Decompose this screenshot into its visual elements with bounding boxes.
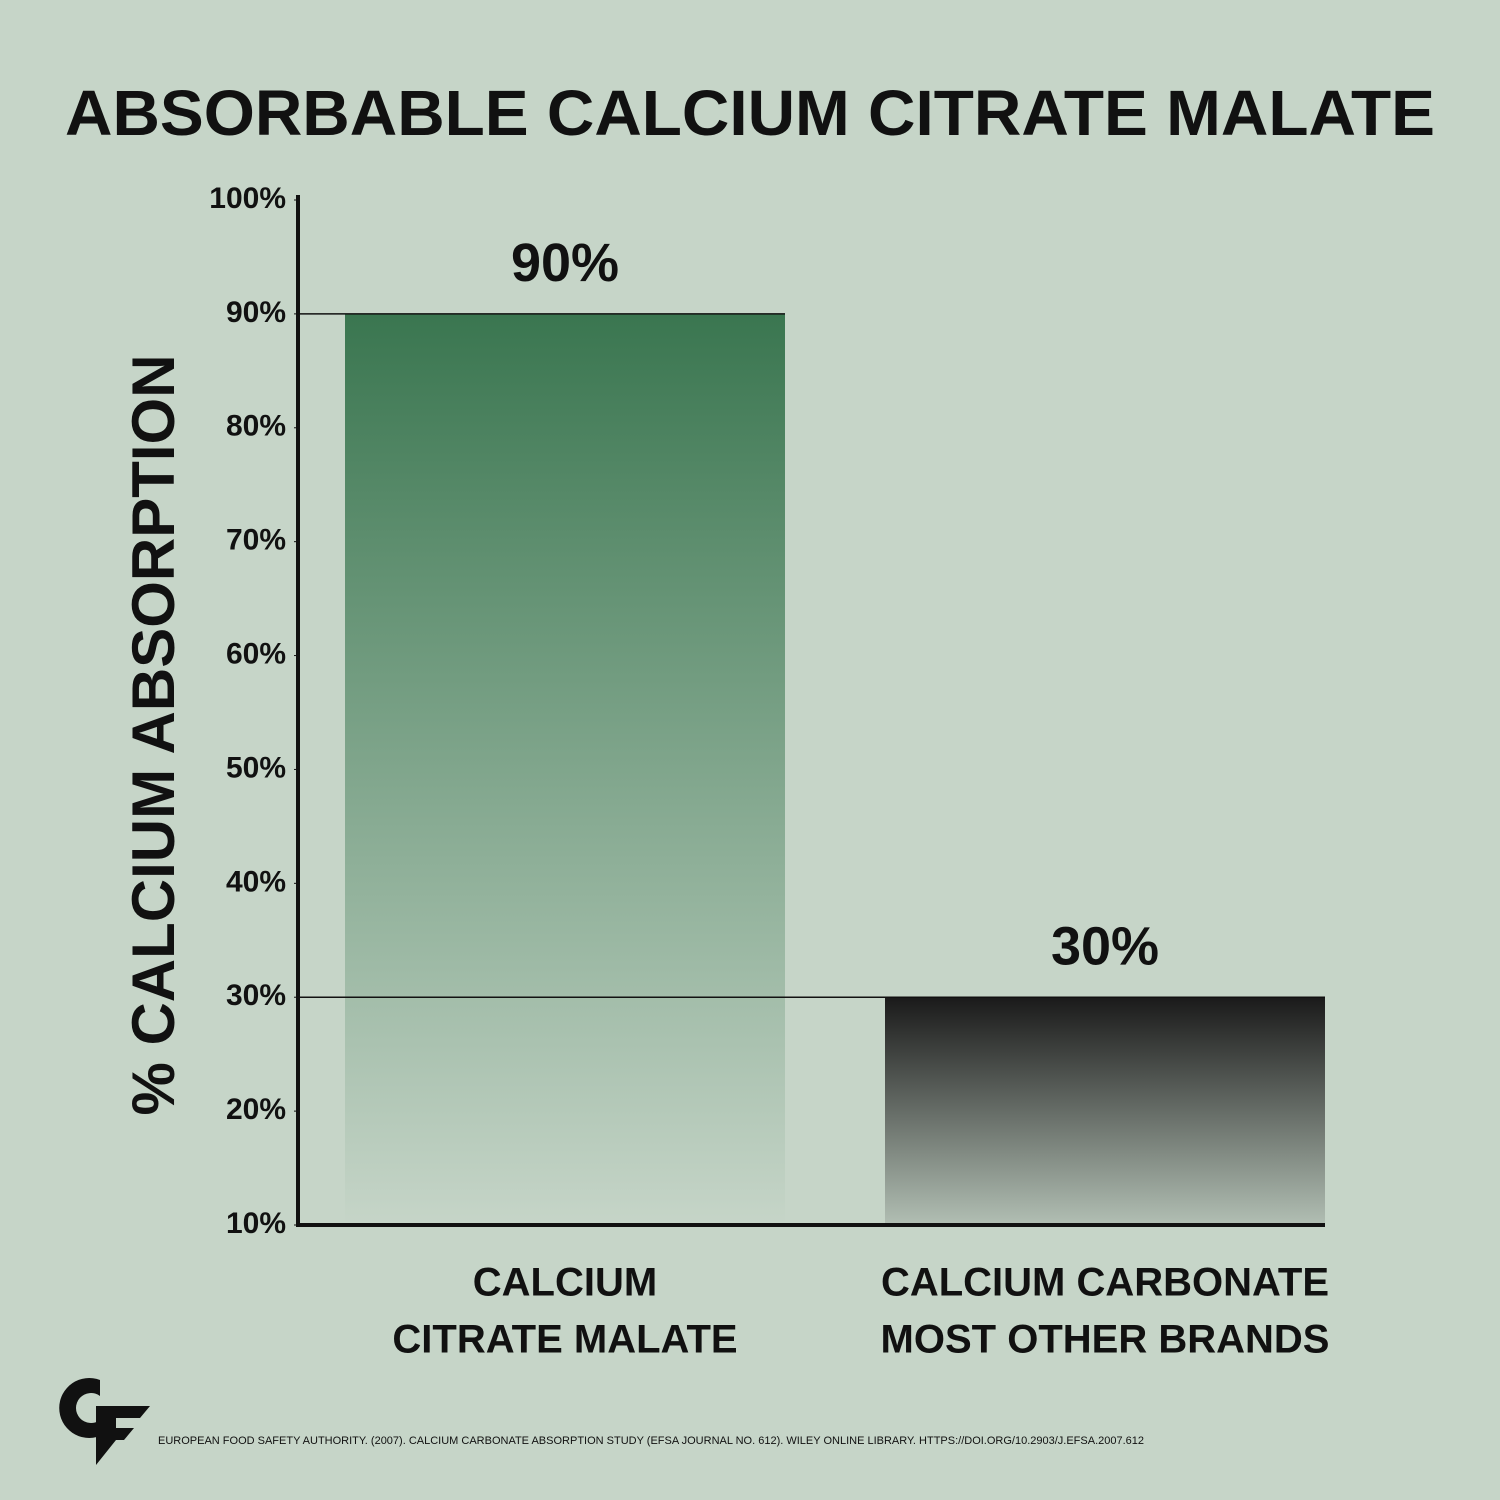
y-tick-label: 50% xyxy=(226,751,286,784)
value-label: 90% xyxy=(511,233,619,293)
y-tick-label: 80% xyxy=(226,410,286,443)
bar xyxy=(885,997,1325,1225)
logo xyxy=(59,1378,150,1465)
y-tick-label: 10% xyxy=(226,1207,286,1240)
value-label: 30% xyxy=(1051,916,1159,976)
bar xyxy=(345,313,785,1225)
y-tick-label: 90% xyxy=(226,296,286,329)
chart-title: ABSORBABLE CALCIUM CITRATE MALATE xyxy=(65,77,1435,149)
x-tick-label: CALCIUM xyxy=(473,1261,657,1305)
x-tick-label: CITRATE MALATE xyxy=(392,1318,737,1362)
x-tick-label: CALCIUM CARBONATE xyxy=(881,1261,1329,1305)
x-tick-label: MOST OTHER BRANDS xyxy=(881,1318,1330,1362)
y-tick-label: 40% xyxy=(226,865,286,898)
y-tick-label: 70% xyxy=(226,524,286,557)
source-note: EUROPEAN FOOD SAFETY AUTHORITY. (2007). … xyxy=(158,1435,1144,1447)
y-tick-label: 30% xyxy=(226,979,286,1012)
y-axis-label: % CALCIUM ABSORPTION xyxy=(120,354,187,1115)
y-tick-label: 20% xyxy=(226,1093,286,1126)
y-tick-label: 100% xyxy=(209,182,286,215)
y-tick-label: 60% xyxy=(226,637,286,670)
